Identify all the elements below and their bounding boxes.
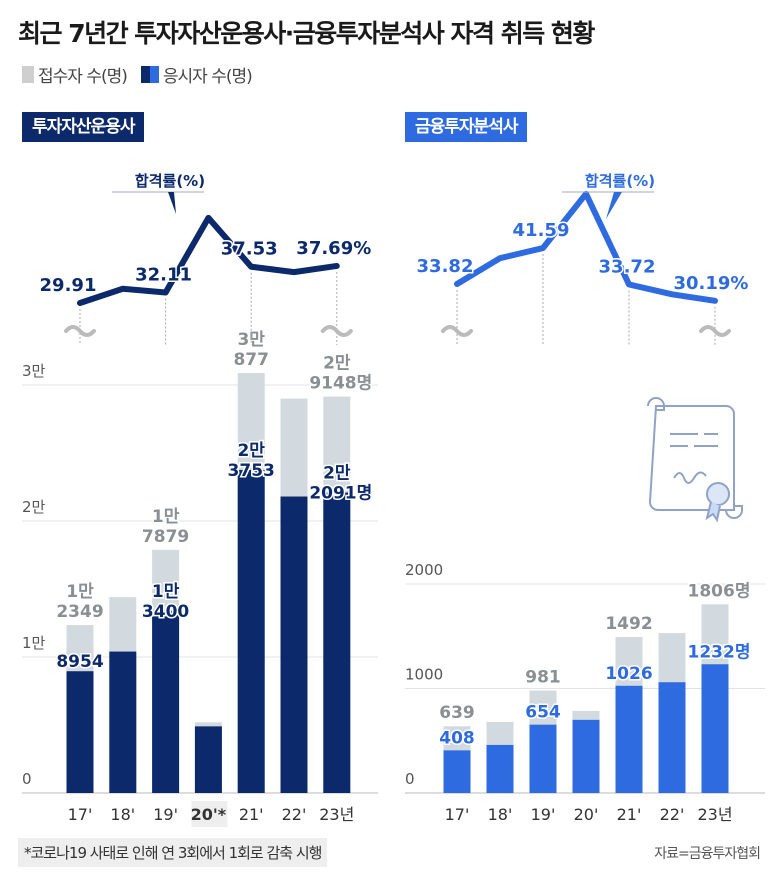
bar-takers — [529, 724, 557, 793]
data-label-applicants: 2만 — [323, 354, 351, 374]
y-tick-label: 3만 — [22, 362, 46, 380]
x-tick-label: 21' — [239, 805, 264, 824]
x-tick-label: 19' — [531, 805, 556, 824]
bar-takers — [66, 671, 94, 793]
pass-rate-label: 30.19% — [674, 273, 749, 294]
bar-takers — [615, 685, 643, 793]
bar-takers — [194, 726, 222, 793]
x-tick-label: 17' — [68, 805, 93, 824]
data-label-applicants: 2349 — [56, 602, 103, 622]
data-label-applicants: 9148명 — [309, 374, 372, 394]
legend-swatch-applicants — [22, 66, 34, 83]
data-label-takers: 2만 — [237, 441, 265, 461]
y-tick-label: 0 — [405, 770, 415, 788]
x-tick-label: 18' — [110, 805, 135, 824]
pass-rate-line — [77, 214, 340, 306]
data-label-applicants: 981 — [525, 667, 561, 687]
bar-takers — [109, 651, 137, 793]
x-tick-label: 20'* — [191, 805, 227, 824]
data-label-takers: 3400 — [142, 602, 189, 622]
data-label-takers: 8954 — [56, 652, 103, 672]
callout-pointer — [606, 192, 622, 219]
pass-rate-line — [454, 190, 718, 304]
x-tick-label: 18' — [488, 805, 513, 824]
y-tick-label: 1만 — [22, 634, 46, 652]
y-tick-label: 2000 — [405, 561, 443, 579]
y-tick-label: 1000 — [405, 666, 443, 684]
data-label-applicants: 1806명 — [688, 581, 751, 601]
axis-break-icon — [64, 325, 96, 337]
bar-takers — [443, 750, 471, 793]
bar-takers — [237, 469, 265, 793]
callout-pointer — [168, 192, 176, 214]
x-tick-label: 22' — [660, 805, 685, 824]
legend-label-applicants: 접수자 수(명) — [38, 67, 128, 87]
x-tick-label: 23년 — [319, 805, 354, 824]
pass-rate-label: 33.82 — [417, 256, 474, 277]
bar-takers — [486, 744, 514, 793]
x-tick-label: 21' — [617, 805, 642, 824]
pass-rate-label: 41.59 — [513, 220, 570, 241]
y-tick-label: 2만 — [22, 498, 46, 516]
highlight-box — [191, 801, 228, 827]
data-label-applicants: 3만 — [237, 330, 265, 350]
x-tick-label: 19' — [153, 805, 178, 824]
data-label-takers: 1026 — [605, 664, 652, 684]
pass-rate-label: 32.11 — [135, 265, 192, 286]
data-label-takers: 2만 — [323, 464, 351, 484]
data-label-applicants: 639 — [439, 703, 475, 723]
chart-title-left: 투자자산운용사 — [22, 112, 145, 142]
data-label-takers: 1만 — [152, 582, 180, 602]
bar-takers — [280, 496, 308, 793]
x-tick-label: 23년 — [697, 805, 732, 824]
bar-takers — [658, 682, 686, 793]
legend-label-takers: 응시자 수(명) — [162, 67, 253, 87]
x-tick-label: 17' — [445, 805, 470, 824]
data-label-takers: 2091명 — [309, 484, 372, 504]
data-label-takers: 1232명 — [688, 642, 751, 662]
bar-takers — [323, 492, 351, 793]
x-tick-label: 22' — [282, 805, 307, 824]
pass-rate-label: 37.53 — [221, 239, 278, 260]
pass-rate-label: 29.91 — [40, 275, 97, 296]
data-label-applicants: 877 — [233, 350, 269, 370]
data-label-applicants: 1만 — [66, 582, 94, 602]
data-label-applicants: 1만 — [152, 507, 180, 527]
legend: 접수자 수(명) 응시자 수(명) — [22, 62, 253, 87]
pass-rate-label: 33.72 — [599, 256, 656, 277]
x-tick-label: 20' — [574, 805, 599, 824]
bar-takers — [701, 664, 729, 793]
axis-break-icon — [441, 325, 473, 337]
certificate-icon — [647, 397, 743, 523]
data-label-takers: 3753 — [228, 461, 275, 481]
page-title: 최근 7년간 투자자산운용사·금융투자분석사 자격 취득 현황 — [18, 19, 595, 48]
pass-rate-callout: 합격률(%) — [135, 172, 205, 190]
data-label-takers: 654 — [525, 703, 561, 723]
y-tick-label: 0 — [22, 770, 32, 788]
legend-swatch-takers-blue — [149, 66, 159, 83]
axis-break-icon — [320, 325, 353, 337]
pass-rate-label: 37.69% — [296, 238, 371, 259]
bar-takers — [572, 719, 600, 793]
pass-rate-callout: 합격률(%) — [585, 172, 655, 190]
data-label-takers: 408 — [439, 728, 475, 748]
axis-break-icon — [699, 325, 731, 337]
legend-swatch-takers-navy — [140, 66, 150, 83]
bar-takers — [152, 610, 180, 793]
source-credit: 자료=금융투자협회 — [654, 846, 761, 862]
data-label-applicants: 1492 — [605, 614, 652, 634]
footnote: *코로나19 사태로 인해 연 3회에서 1회로 감축 시행 — [18, 838, 328, 867]
chart-title-right: 금융투자분석사 — [405, 112, 528, 142]
data-label-applicants: 7879 — [142, 527, 189, 547]
